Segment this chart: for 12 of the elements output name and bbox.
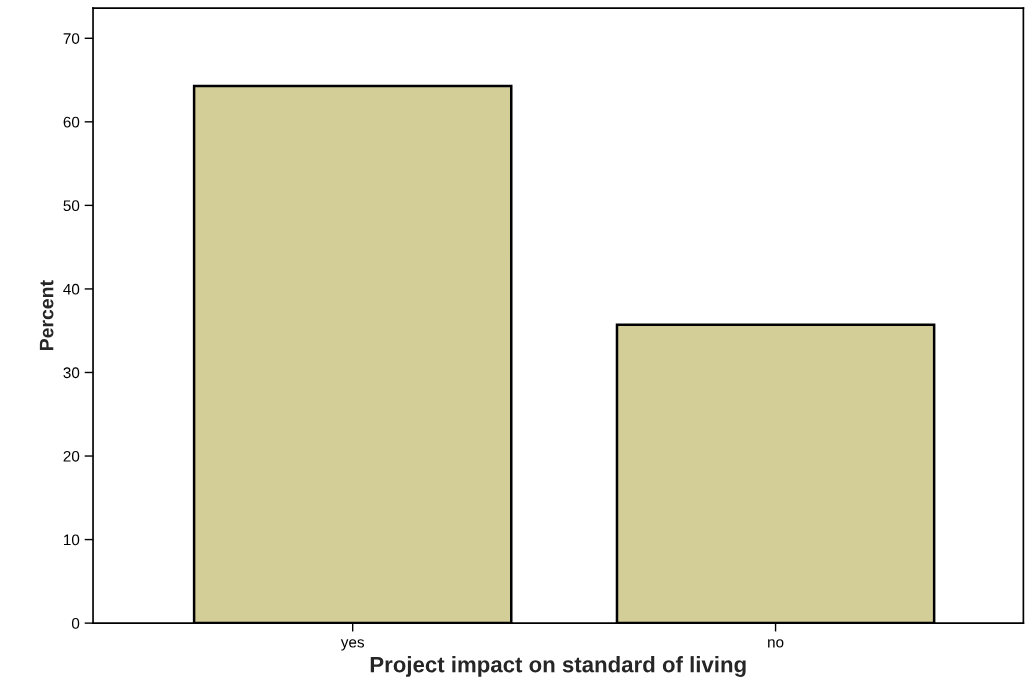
x-axis-title: Project impact on standard of living [370, 656, 746, 677]
y-tick-label: 40 [63, 283, 80, 295]
y-tick-label: 70 [63, 33, 80, 44]
y-tick-label: 20 [63, 450, 80, 462]
y-tick-label: 60 [63, 116, 80, 128]
y-axis-title: Percent [39, 280, 54, 351]
x-tick-label: no [768, 639, 784, 648]
y-tick-label: 10 [64, 534, 80, 546]
y-tick-label: 30 [63, 367, 80, 379]
y-tick-label: 0 [71, 617, 80, 629]
x-tick-label: yes [340, 639, 365, 651]
y-tick-label: 50 [63, 200, 80, 212]
